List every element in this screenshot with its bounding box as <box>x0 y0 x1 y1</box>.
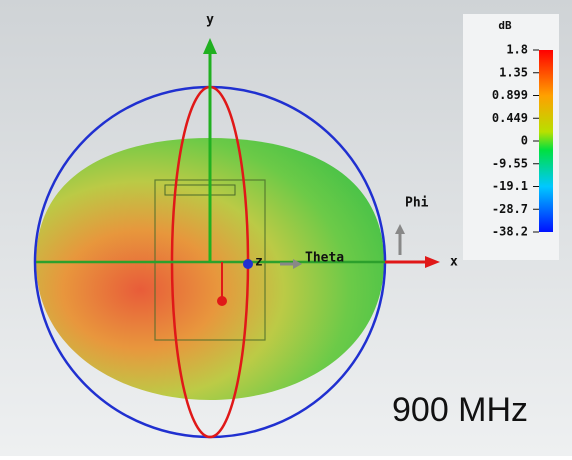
x-label: x <box>450 255 458 270</box>
colorbar: dB 1.8 1.35 0.899 0.449 0 -9.55 -19.1 -28.7 -38.… <box>463 14 559 260</box>
colorbar-label: -38.2 <box>492 225 528 239</box>
colorbar-label: -9.55 <box>492 156 528 170</box>
y-label: y <box>206 13 214 28</box>
z-dot <box>217 296 227 306</box>
colorbar-label: 0.449 <box>492 111 528 125</box>
colorbar-label: 1.35 <box>499 65 528 79</box>
colorbar-label: 1.8 <box>506 43 528 57</box>
phi-label: Phi <box>405 196 429 211</box>
frequency-label: 900 MHz <box>392 391 528 429</box>
theta-label: Theta <box>305 251 344 266</box>
screenshot: y x z Theta Phi dB 1.8 1.35 0.899 0.449 0 -9.… <box>0 0 572 456</box>
colorbar-gradient <box>539 50 553 232</box>
origin-dot <box>243 259 253 269</box>
colorbar-label: -28.7 <box>492 202 528 216</box>
colorbar-label: -19.1 <box>492 179 528 193</box>
colorbar-label: 0 <box>521 134 528 148</box>
z-label: z <box>255 255 263 270</box>
colorbar-title: dB <box>498 19 512 32</box>
colorbar-label: 0.899 <box>492 88 528 102</box>
